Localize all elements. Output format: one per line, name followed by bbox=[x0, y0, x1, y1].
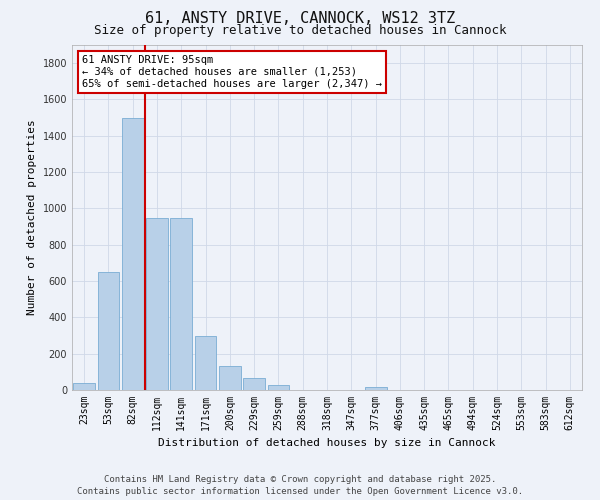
Bar bbox=[170, 218, 192, 390]
Bar bbox=[219, 366, 241, 390]
Bar bbox=[97, 272, 119, 390]
Text: 61 ANSTY DRIVE: 95sqm
← 34% of detached houses are smaller (1,253)
65% of semi-d: 61 ANSTY DRIVE: 95sqm ← 34% of detached … bbox=[82, 56, 382, 88]
Bar bbox=[194, 336, 217, 390]
Bar bbox=[365, 388, 386, 390]
Bar bbox=[268, 386, 289, 390]
Text: Size of property relative to detached houses in Cannock: Size of property relative to detached ho… bbox=[94, 24, 506, 37]
Bar bbox=[243, 378, 265, 390]
Text: Contains HM Land Registry data © Crown copyright and database right 2025.
Contai: Contains HM Land Registry data © Crown c… bbox=[77, 475, 523, 496]
X-axis label: Distribution of detached houses by size in Cannock: Distribution of detached houses by size … bbox=[158, 438, 496, 448]
Text: 61, ANSTY DRIVE, CANNOCK, WS12 3TZ: 61, ANSTY DRIVE, CANNOCK, WS12 3TZ bbox=[145, 11, 455, 26]
Y-axis label: Number of detached properties: Number of detached properties bbox=[27, 120, 37, 316]
Bar bbox=[122, 118, 143, 390]
Bar bbox=[146, 218, 168, 390]
Bar bbox=[73, 382, 95, 390]
